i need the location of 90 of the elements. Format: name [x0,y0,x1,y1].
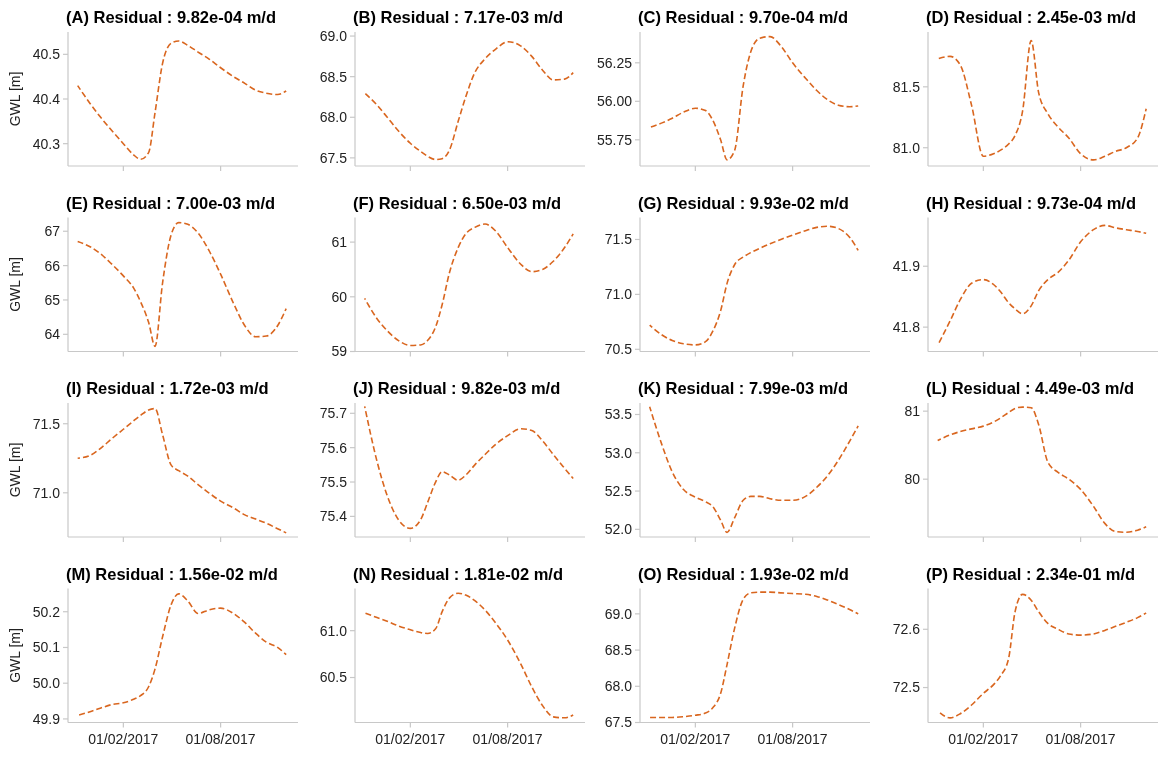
chart-title: (C) Residual : 9.70e-04 m/d [638,8,848,26]
y-tick-label: 72.6 [892,621,921,638]
y-tick-label: 50.0 [32,675,61,692]
chart-title: (K) Residual : 7.99e-03 m/d [638,379,848,397]
y-tick-label: 41.8 [892,319,921,336]
y-tick-label: 65 [44,291,61,308]
y-tick-label: 71.5 [604,231,633,248]
y-tick-label: 81.5 [892,78,921,95]
line-series [648,591,859,719]
y-tick-label: 60.5 [319,669,348,686]
line-series [76,221,287,348]
y-axis-title: GWL [m] [7,442,23,498]
chart-title: (H) Residual : 9.73e-04 m/d [926,193,1136,212]
y-tick-label: 41.9 [892,258,921,275]
y-tick-label: 68.0 [319,109,348,126]
y-tick-label: 60 [331,288,348,305]
y-tick-label: 56.25 [596,54,633,71]
y-tick-label: 75.7 [319,405,348,422]
y-tick-label: 71.0 [32,484,61,501]
y-axis-title: GWL [m] [7,257,23,312]
line-series [363,405,574,530]
y-tick-label: 71.0 [604,286,633,303]
chart-title: (A) Residual : 9.82e-04 m/d [66,8,276,26]
line-series [648,406,859,534]
y-tick-label: 70.5 [604,341,633,358]
chart-title: (L) Residual : 4.49e-03 m/d [926,379,1135,397]
line-series [363,40,574,161]
line-series [648,225,859,346]
y-tick-label: 67.5 [604,714,633,731]
y-tick-label: 67 [44,223,61,240]
y-tick-label: 68.5 [319,68,348,85]
y-tick-label: 68.0 [604,678,633,695]
y-tick-label: 50.1 [32,639,61,656]
y-tick-label: 55.75 [596,131,633,148]
y-axis-title: GWL [m] [7,71,23,127]
y-tick-label: 49.9 [32,710,61,727]
x-tick-label: 01/02/2017 [88,730,159,747]
chart-title: (N) Residual : 1.81e-02 m/d [353,564,563,583]
y-tick-label: 67.5 [319,149,348,166]
chart-title: (E) Residual : 7.00e-03 m/d [66,193,276,212]
y-tick-label: 59 [331,343,348,360]
y-tick-label: 61.0 [319,622,348,639]
chart-title: (B) Residual : 7.17e-03 m/d [353,8,563,26]
y-tick-label: 56.00 [596,93,633,110]
y-tick-label: 71.5 [32,415,61,432]
y-tick-label: 40.5 [32,46,61,63]
chart-title: (F) Residual : 6.50e-03 m/d [353,193,562,212]
chart-title: (M) Residual : 1.56e-02 m/d [66,564,278,583]
y-tick-label: 68.5 [604,641,633,658]
line-series [76,407,287,534]
y-tick-label: 69.0 [604,605,633,622]
line-series [648,35,859,161]
x-tick-label: 01/08/2017 [472,730,543,747]
line-series [936,39,1147,161]
x-tick-label: 01/08/2017 [185,730,256,747]
y-tick-label: 64 [44,326,61,343]
line-series [76,40,287,161]
y-tick-label: 75.5 [319,473,348,490]
y-tick-label: 81 [904,403,921,420]
y-tick-label: 66 [44,257,61,274]
x-tick-label: 01/02/2017 [660,730,731,747]
chart-title: (O) Residual : 1.93e-02 m/d [638,564,849,583]
chart-title: (P) Residual : 2.34e-01 m/d [926,564,1136,583]
y-axis-title: GWL [m] [7,628,23,683]
y-tick-label: 53.5 [604,406,633,423]
y-tick-label: 75.6 [319,439,348,456]
line-series [936,406,1147,534]
line-series [76,593,287,717]
chart-title: (I) Residual : 1.72e-03 m/d [66,379,269,397]
y-tick-label: 40.4 [32,90,61,107]
y-tick-label: 72.5 [892,679,921,696]
x-tick-label: 01/08/2017 [1045,730,1116,747]
line-series [363,592,574,719]
y-tick-label: 75.4 [319,508,348,525]
y-tick-label: 81.0 [892,139,921,156]
chart-title: (G) Residual : 9.93e-02 m/d [638,193,849,212]
line-series [363,223,574,347]
y-tick-label: 69.0 [319,27,348,44]
y-tick-label: 61 [331,234,348,251]
x-tick-label: 01/02/2017 [375,730,446,747]
y-tick-label: 40.3 [32,135,61,152]
x-tick-label: 01/02/2017 [948,730,1019,747]
y-tick-label: 50.2 [32,603,61,620]
y-tick-label: 52.0 [604,521,633,538]
y-tick-label: 52.5 [604,482,633,499]
chart-title: (J) Residual : 9.82e-03 m/d [353,379,561,397]
y-tick-label: 80 [904,471,921,488]
chart-title: (D) Residual : 2.45e-03 m/d [926,8,1136,26]
y-tick-label: 53.0 [604,444,633,461]
x-tick-label: 01/08/2017 [757,730,828,747]
